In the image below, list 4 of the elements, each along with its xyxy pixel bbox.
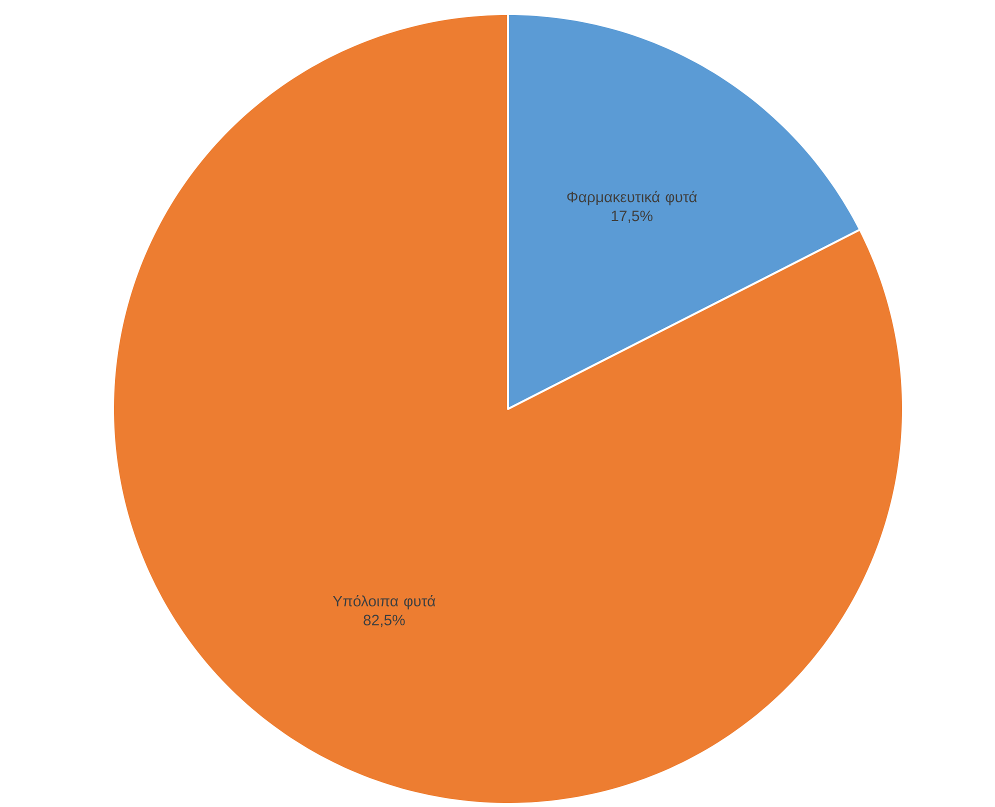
slice-label: Υπόλοιπα φυτά	[332, 595, 436, 610]
data-label: 17,5%	[612, 210, 652, 223]
slice-label: Φαρμακευτικά φυτά	[567, 190, 697, 206]
data-label: 82,5%	[364, 614, 405, 628]
